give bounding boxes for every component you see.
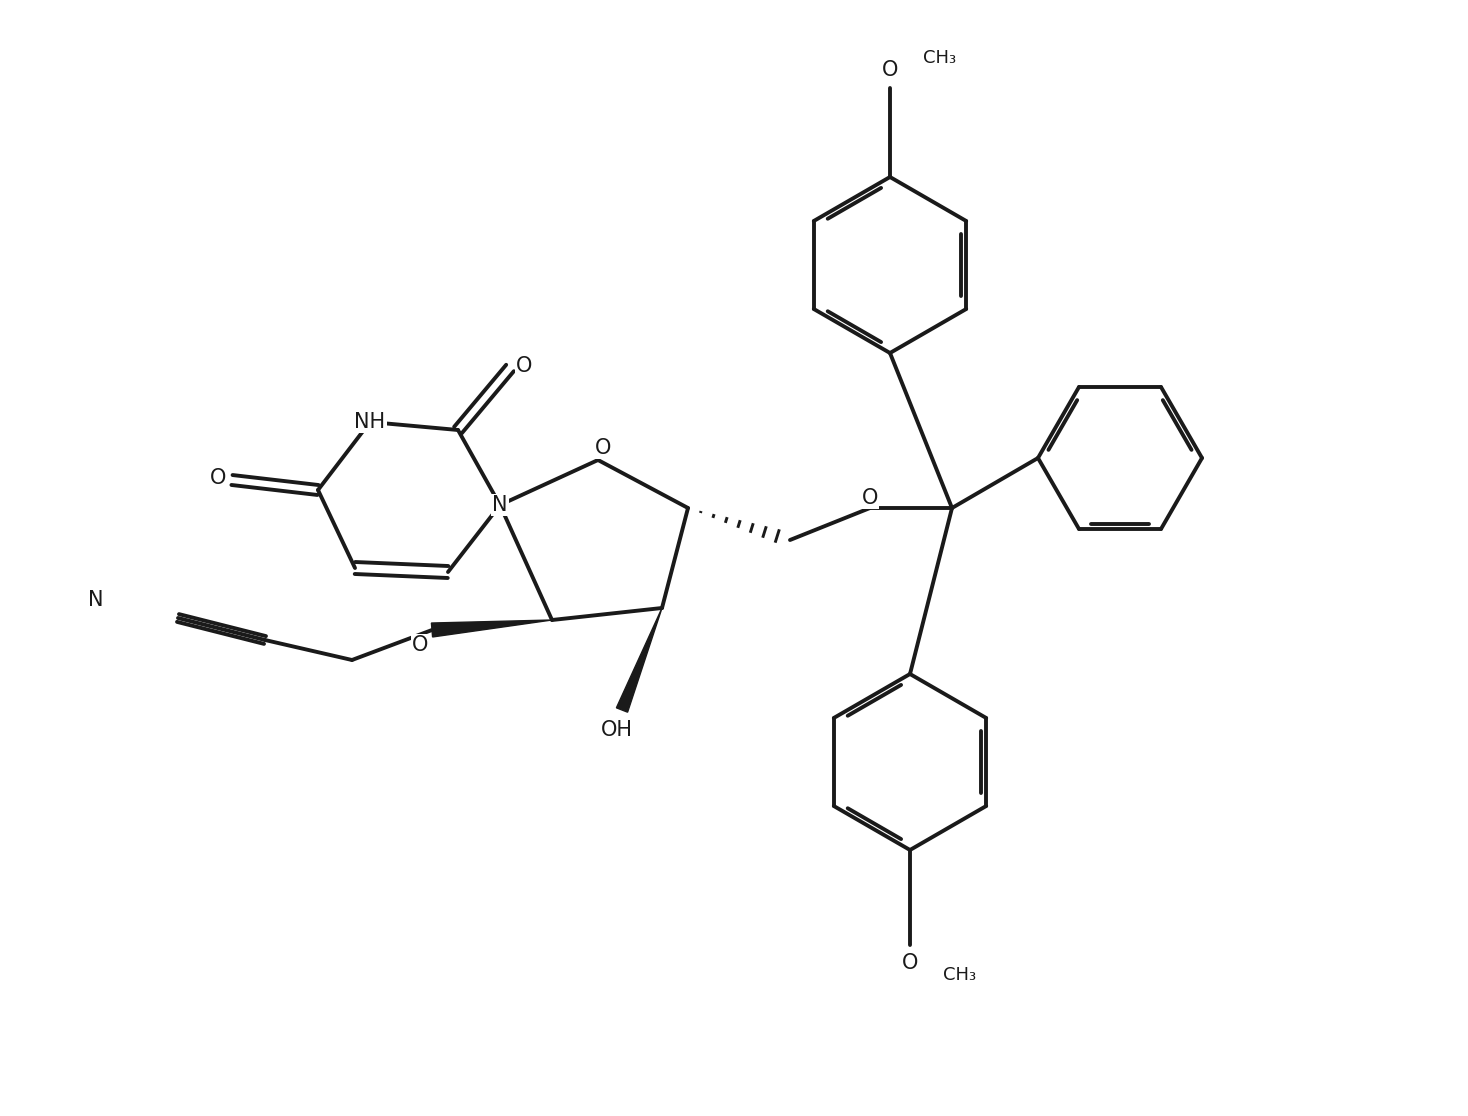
Text: CH₃: CH₃ [923,49,957,67]
Text: O: O [595,437,611,458]
Text: N: N [492,496,508,514]
Text: OH: OH [600,720,633,740]
Text: N: N [88,590,104,610]
Polygon shape [617,608,662,712]
Text: O: O [862,488,878,508]
Text: O: O [210,468,226,488]
Text: O: O [515,356,533,376]
Text: NH: NH [354,412,386,432]
Text: O: O [882,60,898,80]
Text: O: O [901,953,918,973]
Text: CH₃: CH₃ [944,966,976,984]
Polygon shape [432,620,552,637]
Text: O: O [413,635,429,655]
